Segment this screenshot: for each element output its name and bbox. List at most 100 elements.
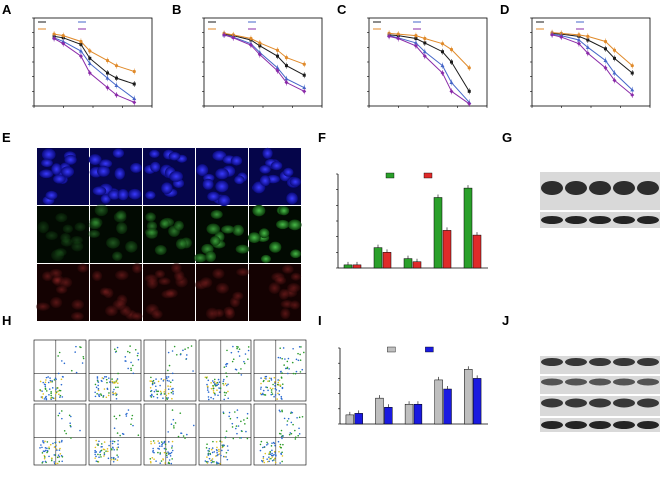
event-dot xyxy=(192,370,194,372)
cell-nucleus xyxy=(116,222,128,235)
panel-letter-e: E xyxy=(2,130,11,145)
event-dot xyxy=(62,376,64,378)
cell-nucleus xyxy=(125,240,138,253)
event-dot xyxy=(39,380,42,383)
event-dot xyxy=(237,350,240,353)
event-dot xyxy=(273,457,276,460)
event-dot xyxy=(271,393,274,395)
event-dot xyxy=(69,422,71,425)
event-dot xyxy=(270,377,272,380)
event-dot xyxy=(283,417,286,420)
apoptosis-bar-chart xyxy=(338,346,488,425)
event-dot xyxy=(206,387,209,389)
panel-letter-c: C xyxy=(337,2,347,17)
panel-letter-h: H xyxy=(2,313,11,328)
event-dot xyxy=(130,369,132,372)
blot-band xyxy=(613,181,635,195)
event-dot xyxy=(207,379,210,382)
event-dot xyxy=(287,372,289,375)
cell-nucleus xyxy=(145,212,156,222)
event-dot xyxy=(55,388,57,390)
event-dot xyxy=(134,348,137,351)
event-dot xyxy=(53,379,56,381)
event-dot xyxy=(277,392,279,395)
cell-nucleus xyxy=(39,169,54,179)
event-dot xyxy=(170,423,173,425)
event-dot xyxy=(113,458,115,461)
event-dot xyxy=(102,394,105,397)
cell-nucleus xyxy=(234,175,245,185)
event-dot xyxy=(130,423,132,426)
viability-panel-a xyxy=(32,17,153,108)
event-dot xyxy=(166,398,169,400)
event-dot xyxy=(103,376,106,378)
bar-1 xyxy=(352,264,362,269)
event-dot xyxy=(206,385,209,388)
event-dot xyxy=(63,362,66,365)
cell-nucleus xyxy=(276,219,290,230)
event-dot xyxy=(94,446,97,449)
event-dot xyxy=(294,372,297,375)
event-dot xyxy=(94,451,96,454)
cell-nucleus xyxy=(54,248,67,257)
event-dot xyxy=(61,396,64,398)
event-dot xyxy=(294,436,297,438)
event-dot xyxy=(97,384,99,387)
event-dot xyxy=(216,384,218,386)
cell-nucleus xyxy=(173,220,184,231)
event-dot xyxy=(40,444,42,446)
event-dot xyxy=(152,440,155,442)
event-dot xyxy=(267,389,269,392)
cell-nucleus xyxy=(210,209,223,219)
event-dot xyxy=(211,451,214,454)
event-dot xyxy=(236,409,239,411)
event-dot xyxy=(167,385,169,387)
event-dot xyxy=(43,454,46,457)
event-dot xyxy=(300,346,302,348)
event-dot xyxy=(214,394,216,396)
event-dot xyxy=(247,346,250,348)
cell-nucleus xyxy=(49,268,63,278)
event-dot xyxy=(182,435,185,437)
event-dot xyxy=(219,387,222,390)
event-dot xyxy=(211,458,214,460)
bar-0 xyxy=(403,258,413,269)
event-dot xyxy=(299,359,302,361)
event-dot xyxy=(51,380,53,382)
cell-nucleus xyxy=(236,267,250,277)
cell-nucleus xyxy=(217,194,231,207)
event-dot xyxy=(267,380,269,383)
cell-nucleus xyxy=(215,180,229,193)
event-dot xyxy=(298,346,301,348)
event-dot xyxy=(150,396,153,398)
cell-nucleus xyxy=(55,213,68,223)
event-dot xyxy=(54,462,57,465)
event-dot xyxy=(217,378,220,381)
cell-nucleus xyxy=(252,204,266,217)
event-dot xyxy=(243,360,245,363)
flow-plot xyxy=(198,403,252,466)
event-dot xyxy=(112,393,114,396)
event-dot xyxy=(117,443,119,446)
event-dot xyxy=(106,448,109,450)
event-dot xyxy=(264,452,267,455)
event-dot xyxy=(94,453,96,456)
event-dot xyxy=(239,437,241,439)
event-dot xyxy=(49,443,52,446)
event-dot xyxy=(94,449,96,452)
event-dot xyxy=(247,358,249,360)
blot-band xyxy=(589,181,611,195)
cell-nucleus xyxy=(212,150,227,161)
bar-1 xyxy=(442,230,452,269)
event-dot xyxy=(54,441,57,444)
event-dot xyxy=(108,392,110,394)
event-dot xyxy=(167,388,170,391)
event-dot xyxy=(290,412,292,414)
event-dot xyxy=(163,391,165,393)
blot-band xyxy=(637,216,659,224)
event-dot xyxy=(223,398,225,401)
event-dot xyxy=(216,451,218,454)
event-dot xyxy=(105,396,108,399)
event-dot xyxy=(289,432,292,434)
